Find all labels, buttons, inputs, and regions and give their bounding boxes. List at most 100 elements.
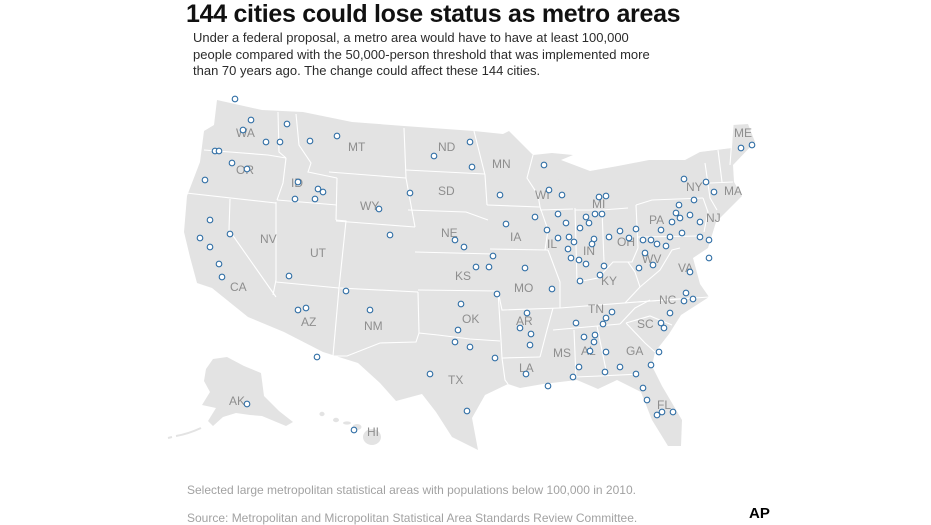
city-marker [540,161,548,169]
city-marker [485,263,493,271]
state-label-pa: PA [649,213,664,227]
border-ms-al [573,329,577,379]
border-ms-tn-al [552,323,621,331]
city-marker [496,191,504,199]
border-mn-west [473,130,488,206]
city-marker [215,147,223,155]
city-marker [576,224,584,232]
city-marker [655,348,663,356]
city-marker [602,348,610,356]
city-marker [451,236,459,244]
city-marker [522,370,530,378]
border-il-in [574,207,578,283]
city-marker [196,234,204,242]
state-label-ny: NY [686,180,703,194]
city-marker [632,225,640,233]
city-marker [206,216,214,224]
city-marker [239,126,247,134]
city-marker [625,234,633,242]
state-label-in: IN [583,244,595,258]
city-marker [686,268,694,276]
border-va-nc [636,296,710,303]
border-wi-il [539,208,574,211]
state-label-sd: SD [438,184,455,198]
city-marker [545,186,553,194]
city-marker [690,196,698,204]
border-mo-east [547,249,561,308]
city-marker [430,152,438,160]
city-marker [616,227,624,235]
border-nm-tx-ok [417,291,501,342]
city-marker [608,308,616,316]
city-marker [466,343,474,351]
city-marker [350,426,358,434]
border-in-oh [601,209,605,263]
city-marker [575,256,583,264]
city-marker [582,260,590,268]
city-marker [201,176,209,184]
land-masses [167,100,755,450]
border-sc-ga [625,322,656,353]
hawaii-oahu [333,417,339,423]
city-marker [632,370,640,378]
city-marker [570,238,578,246]
city-marker [526,341,534,349]
border-mo-ar [497,290,561,311]
city-marker [672,209,680,217]
state-label-tn: TN [588,302,604,316]
border-ut-az [275,281,340,289]
city-marker [562,219,570,227]
source-credit: Source: Metropolitan and Micropolitan St… [187,511,638,525]
state-label-ca: CA [230,280,247,294]
border-ia-mo [489,248,549,251]
border-wy-co [335,220,416,228]
city-marker [294,306,302,314]
city-marker [569,373,577,381]
map-note: Selected large metropolitan statistical … [187,483,636,497]
city-marker [342,287,350,295]
city-marker [493,290,501,298]
state-label-nc: NC [659,293,677,307]
city-marker [460,243,468,251]
border-ks-ok [417,289,499,292]
city-marker [454,326,462,334]
city-marker [206,243,214,251]
border-pa-nj [702,197,709,233]
city-marker [653,411,661,419]
city-marker [294,178,302,186]
state-label-nm: NM [364,319,383,333]
city-marker [643,396,651,404]
city-marker [291,195,299,203]
state-label-ky: KY [601,274,617,288]
border-oh-wv [628,247,639,263]
city-marker [676,214,684,222]
city-marker [226,230,234,238]
state-label-ms: MS [553,346,571,360]
border-ar-ms-tn [539,307,554,358]
state-label-ut: UT [310,246,327,260]
border-az-nm [332,287,340,357]
city-marker [502,220,510,228]
border-ca-nv [228,198,277,298]
city-marker [647,361,655,369]
border-pa-ny [635,197,704,206]
city-marker [231,95,239,103]
city-marker [466,138,474,146]
city-marker [543,226,551,234]
city-marker [600,262,608,270]
city-marker [243,165,251,173]
city-marker [658,408,666,416]
border-ky-north [576,261,636,283]
border-nd-sd [405,169,486,175]
city-marker [591,210,599,218]
city-marker [702,178,710,186]
city-marker [639,236,647,244]
city-marker [567,254,575,262]
city-marker [669,408,677,416]
city-marker [678,229,686,237]
city-marker [285,272,293,280]
state-label-nj: NJ [706,211,721,225]
border-tn-nc [619,299,651,325]
state-borders [185,111,734,385]
state-label-hi: HI [367,425,379,439]
